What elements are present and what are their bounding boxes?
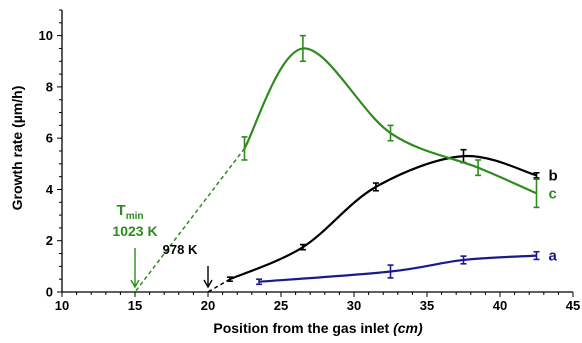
y-tick-label: 10 bbox=[39, 28, 53, 43]
annotation-arrow-head bbox=[203, 279, 213, 289]
series-line-a bbox=[259, 254, 537, 283]
series-label-b: b bbox=[549, 167, 558, 184]
annotation-value: 1023 K bbox=[112, 223, 157, 239]
x-tick-label: 25 bbox=[274, 298, 288, 313]
annotation-label: Tmin bbox=[117, 202, 144, 222]
x-tick-label: 40 bbox=[493, 298, 507, 313]
series-line-c bbox=[243, 47, 537, 195]
extrapolation-line-b bbox=[207, 278, 231, 293]
extrapolation-line-c bbox=[134, 147, 246, 293]
series-layer: a bc bbox=[134, 34, 558, 293]
x-tick-label: 20 bbox=[201, 298, 215, 313]
x-tick-label: 10 bbox=[55, 298, 69, 313]
x-tick-label: 30 bbox=[347, 298, 361, 313]
y-axis-title: Growth rate (µm/h) bbox=[9, 86, 25, 211]
y-tick-label: 6 bbox=[46, 131, 53, 146]
y-tick-label: 8 bbox=[46, 79, 53, 94]
x-tick-label: 45 bbox=[566, 298, 580, 313]
series-b: b bbox=[226, 148, 558, 283]
x-axis-title: Position from the gas inlet (cm) bbox=[213, 320, 423, 336]
annotation-1: 978 K bbox=[163, 242, 213, 289]
x-tick-label: 35 bbox=[420, 298, 434, 313]
y-tick-label: 4 bbox=[46, 182, 54, 197]
series-label-a: a bbox=[549, 248, 558, 265]
series-label-c: c bbox=[549, 185, 557, 202]
series-c: c bbox=[241, 34, 557, 209]
annotation-label: 978 K bbox=[163, 242, 198, 257]
y-tick-label: 2 bbox=[46, 233, 53, 248]
axes: 10 15 20 25 30 35 40 45 0 2 4 6 8 10 bbox=[39, 9, 580, 313]
annotation-arrow-head bbox=[130, 279, 140, 289]
y-tick-label: 0 bbox=[46, 285, 53, 300]
series-a: a bbox=[256, 248, 558, 286]
x-tick-label: 15 bbox=[128, 298, 142, 313]
series-line-b bbox=[229, 155, 537, 281]
